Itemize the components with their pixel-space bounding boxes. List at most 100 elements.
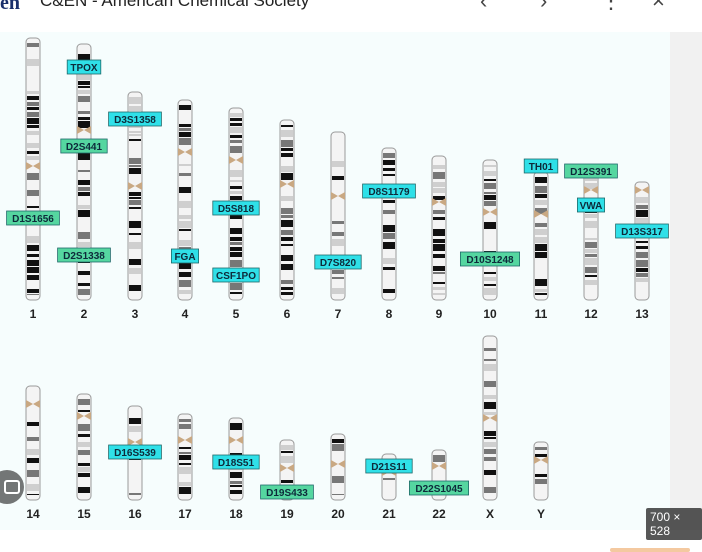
chromosome-band bbox=[585, 238, 597, 240]
chromosome-number: 13 bbox=[635, 307, 649, 321]
chromosome-band bbox=[179, 262, 191, 269]
chromosome-band bbox=[383, 233, 395, 239]
chevron-right-icon[interactable]: › bbox=[540, 0, 548, 13]
scroll-indicator bbox=[610, 548, 690, 552]
chromosome-band bbox=[433, 455, 445, 462]
chromosome-band bbox=[179, 229, 191, 231]
centromere bbox=[483, 414, 497, 422]
chromosome-band bbox=[281, 287, 293, 290]
chromosome-band bbox=[535, 252, 547, 258]
str-marker-text: D22S1045 bbox=[415, 484, 463, 495]
chromosome-band bbox=[78, 86, 90, 88]
chromosome-7 bbox=[330, 131, 346, 301]
chromosome-band bbox=[179, 240, 191, 246]
chromosome-band bbox=[27, 59, 39, 66]
centromere bbox=[432, 198, 446, 206]
chromosome-band bbox=[129, 268, 141, 274]
chromosome-band bbox=[383, 210, 395, 214]
str-marker-text: D2S1338 bbox=[63, 251, 105, 262]
chromosome-band bbox=[281, 173, 293, 180]
chromosome-band bbox=[27, 190, 39, 196]
centromere bbox=[635, 186, 649, 194]
chromosome-band bbox=[78, 117, 90, 120]
chromosome-band bbox=[332, 288, 344, 294]
chromosome-number: 16 bbox=[128, 507, 142, 521]
centromere bbox=[331, 192, 345, 200]
chromosome-band bbox=[27, 151, 39, 154]
close-icon[interactable]: × bbox=[652, 0, 665, 13]
str-marker-label bbox=[108, 444, 162, 460]
chromosome-band bbox=[129, 493, 141, 495]
chromosome-band bbox=[484, 284, 496, 286]
str-marker-label bbox=[212, 267, 260, 283]
chromosome-band bbox=[281, 125, 293, 127]
str-marker-label bbox=[564, 163, 618, 179]
chromosome-band bbox=[332, 277, 344, 279]
chromosome-band bbox=[179, 132, 191, 137]
chromosome-band bbox=[27, 458, 39, 463]
chromosome-band bbox=[179, 455, 191, 460]
side-strip bbox=[670, 32, 702, 530]
chromosome-band bbox=[179, 187, 191, 193]
chromosome-band bbox=[129, 168, 141, 174]
str-marker-label bbox=[66, 59, 102, 75]
chromosome-band bbox=[433, 239, 445, 243]
chromosome-band bbox=[585, 214, 597, 218]
chromosome-band bbox=[535, 200, 547, 205]
chromosome-band bbox=[179, 201, 191, 208]
chromosome-band bbox=[230, 113, 242, 117]
more-vert-icon[interactable]: ⋮ bbox=[600, 0, 622, 13]
chromosome-number: 10 bbox=[483, 307, 497, 321]
centromere bbox=[128, 182, 142, 190]
chromosome-band bbox=[78, 442, 90, 447]
chromosome-band bbox=[484, 402, 496, 409]
chromosome-band bbox=[383, 225, 395, 232]
chromosome-band bbox=[27, 131, 39, 135]
chromosome-band bbox=[179, 124, 191, 127]
chromosome-band bbox=[484, 192, 496, 194]
centromere bbox=[229, 436, 243, 444]
chromosome-band bbox=[585, 258, 597, 265]
chromosome-band bbox=[281, 130, 293, 137]
chromosome-band bbox=[383, 258, 395, 264]
chromosome-band bbox=[484, 195, 496, 200]
chromosome-band bbox=[78, 153, 90, 160]
chromosome-band bbox=[383, 478, 395, 480]
chromosome-band bbox=[129, 197, 141, 199]
chromosome-band bbox=[585, 183, 597, 189]
chromosome-band bbox=[535, 186, 547, 193]
camera-lens-icon[interactable] bbox=[0, 470, 24, 504]
site-logo[interactable]: en bbox=[0, 0, 20, 14]
str-marker-text: D8S1179 bbox=[368, 187, 410, 198]
chromosome-band bbox=[433, 282, 445, 284]
chromosome-band bbox=[484, 487, 496, 493]
chromosome-band bbox=[129, 134, 141, 136]
centromere bbox=[584, 186, 598, 194]
chromosome-band bbox=[433, 254, 445, 258]
source-title[interactable]: C&EN - American Chemical Society bbox=[40, 0, 310, 10]
chromosome-band bbox=[433, 229, 445, 236]
chromosome-band bbox=[230, 237, 242, 241]
str-marker-label bbox=[365, 458, 413, 474]
chromosome-band bbox=[179, 482, 191, 486]
chromosome-band bbox=[78, 242, 90, 247]
str-marker-label bbox=[615, 223, 669, 239]
chromosome-band bbox=[129, 259, 141, 265]
chromosome-band bbox=[230, 127, 242, 133]
chromosome-band bbox=[27, 96, 39, 100]
chromosome-band bbox=[78, 111, 90, 114]
chromosome-band bbox=[179, 164, 191, 166]
centromere bbox=[483, 208, 497, 216]
chromosome-band bbox=[484, 183, 496, 189]
chromosome-band bbox=[332, 232, 344, 236]
str-marker-text: D16S539 bbox=[114, 448, 156, 459]
str-marker-text: TPOX bbox=[70, 63, 98, 74]
chromosome-band bbox=[230, 242, 242, 245]
chevron-left-icon[interactable]: ‹ bbox=[480, 0, 488, 13]
chromosome-band bbox=[78, 210, 90, 217]
chromosome-band bbox=[535, 177, 547, 183]
chromosome-band bbox=[27, 143, 39, 148]
chromosome-band bbox=[383, 267, 395, 270]
chromosome-band bbox=[27, 107, 39, 110]
chromosome-band bbox=[433, 188, 445, 193]
